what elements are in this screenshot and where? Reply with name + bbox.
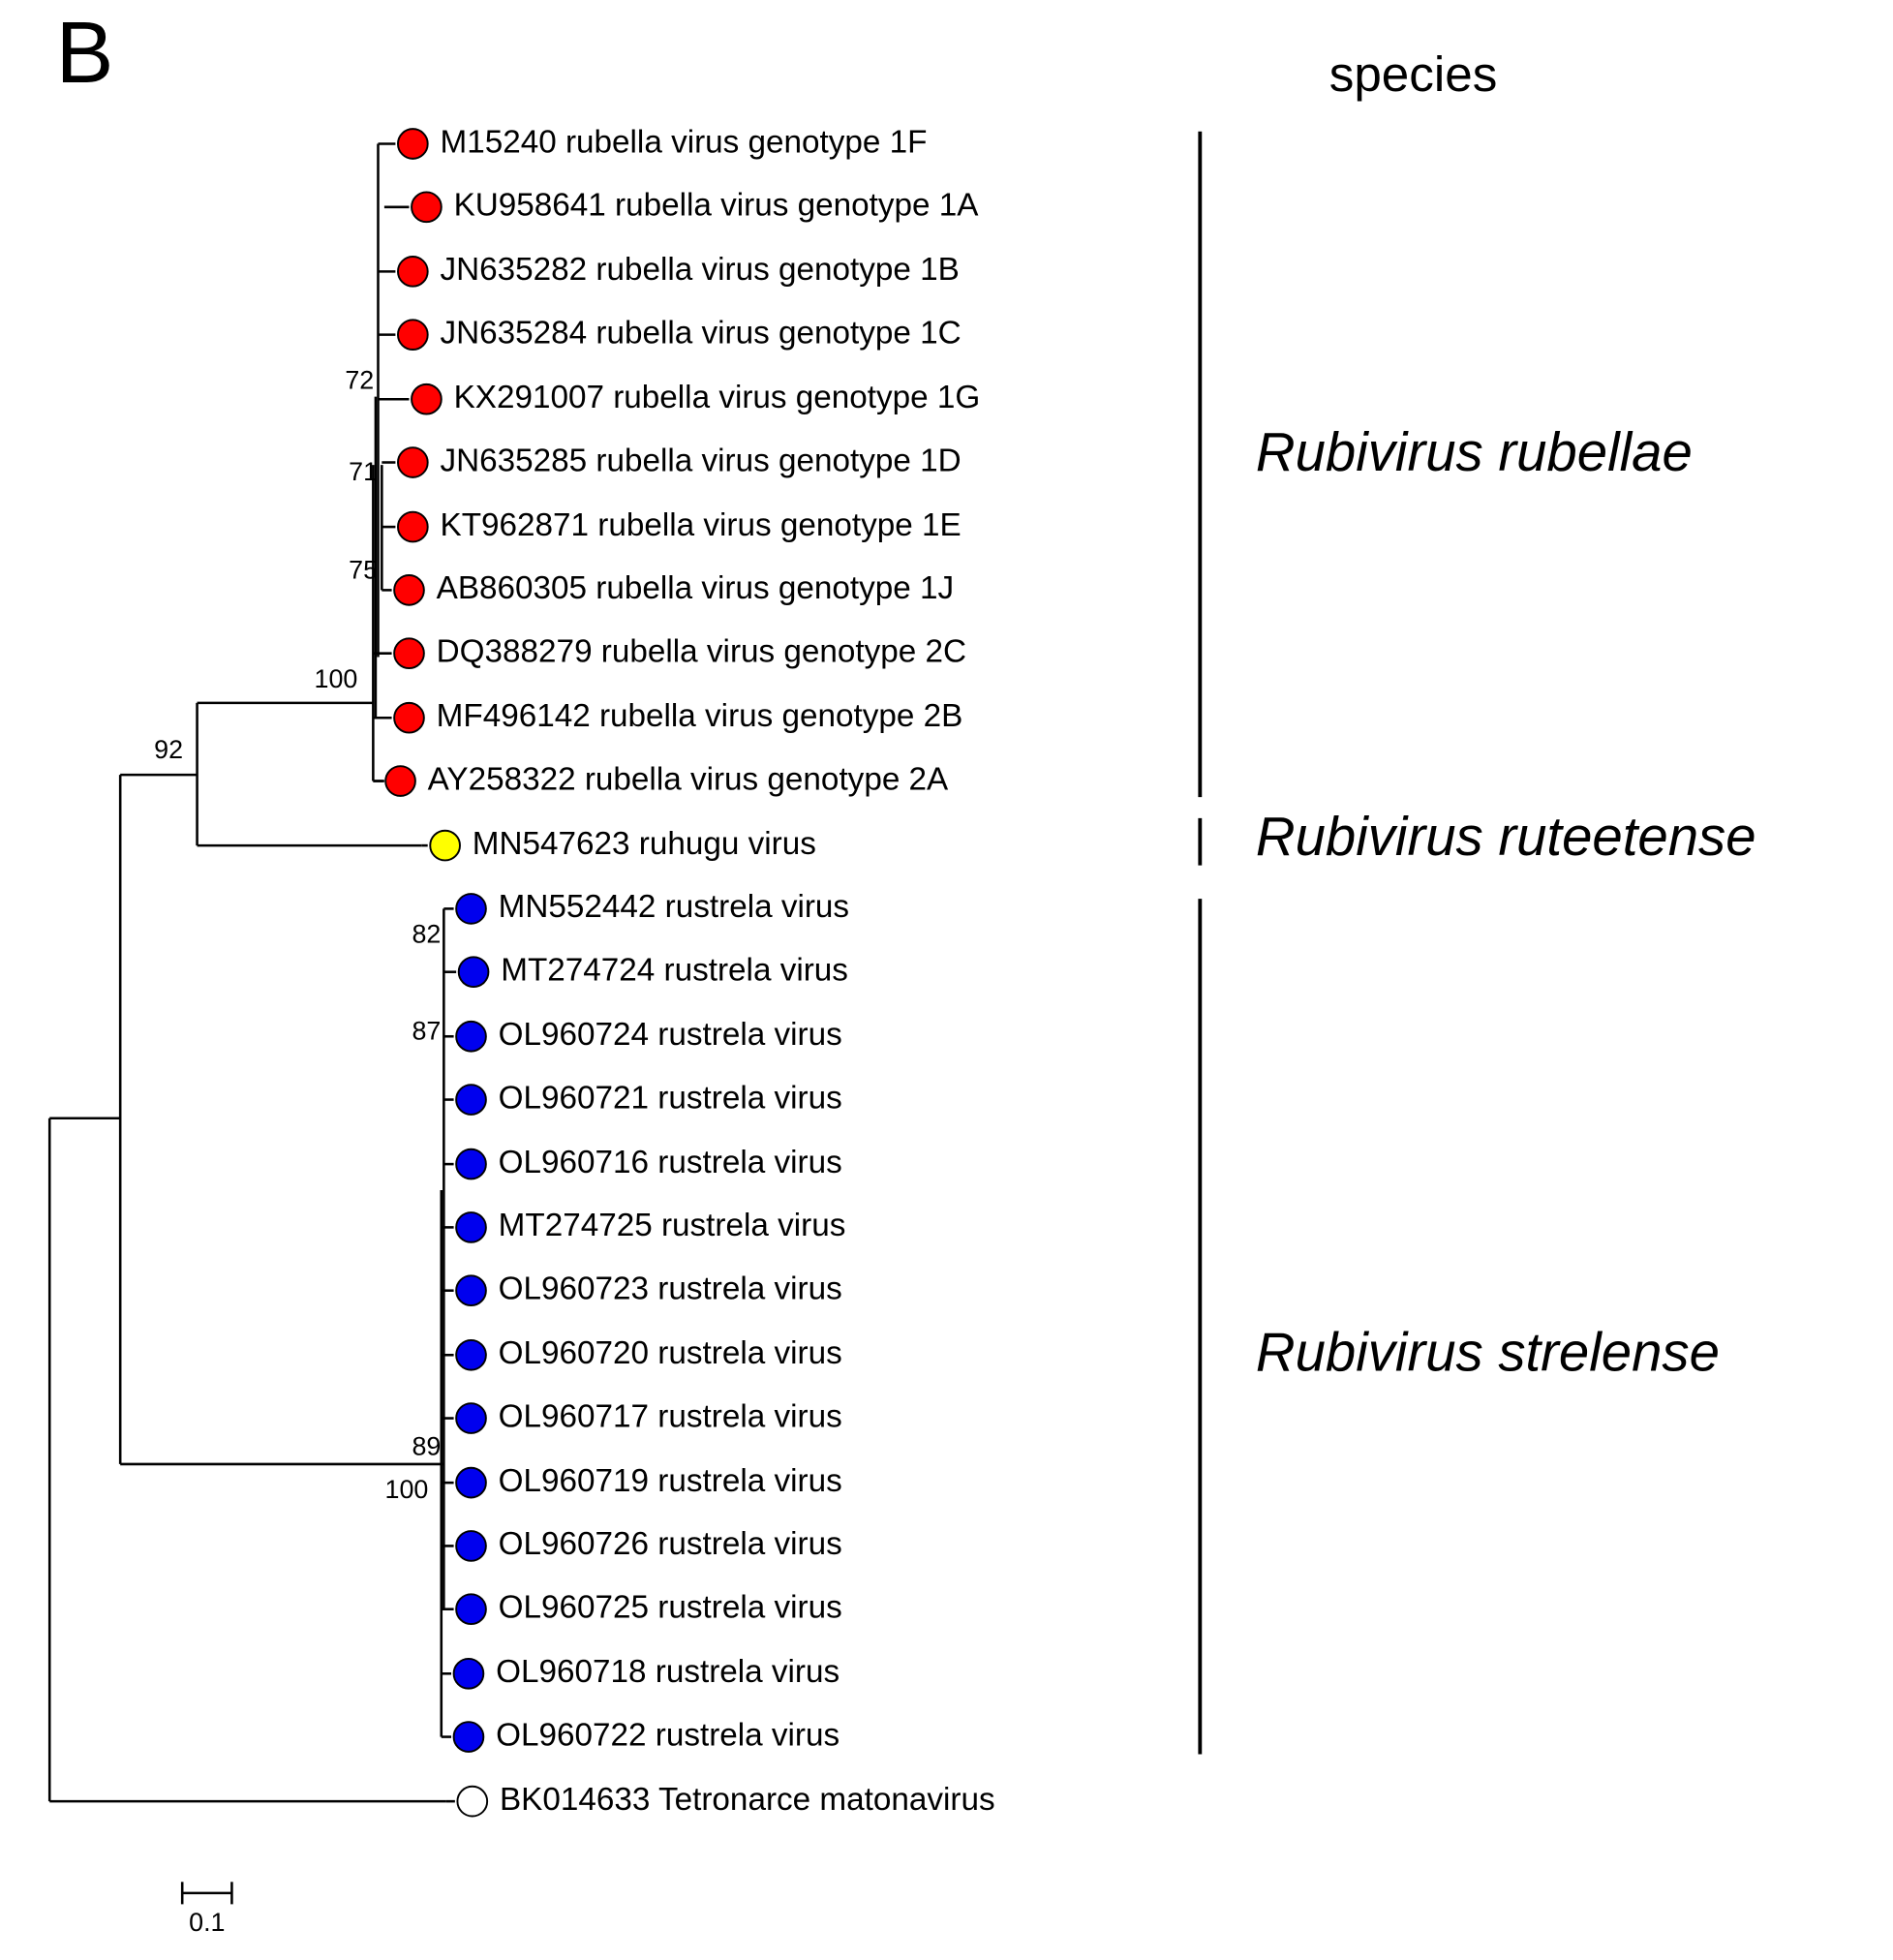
leaf-label: OL960720 rustrela virus xyxy=(499,1335,842,1371)
leaf-marker xyxy=(455,1466,487,1499)
leaf-label: KT962871 rubella virus genotype 1E xyxy=(441,507,962,543)
leaf-marker xyxy=(393,637,425,669)
leaf-label: OL960717 rustrela virus xyxy=(499,1398,842,1434)
support-value: 100 xyxy=(315,664,358,693)
leaf-marker xyxy=(397,128,429,160)
scale-bar: 0.1 xyxy=(180,1882,233,1937)
leaf-label: AB860305 rubella virus genotype 1J xyxy=(437,570,954,606)
leaf-label: JN635282 rubella virus genotype 1B xyxy=(441,252,960,288)
leaf-label: OL960723 rustrela virus xyxy=(499,1271,842,1306)
leaf-marker xyxy=(411,191,443,224)
leaf-label: OL960724 rustrela virus xyxy=(499,1017,842,1053)
leaf-marker xyxy=(397,446,429,478)
leaf-marker xyxy=(455,1211,487,1243)
leaf-label: OL960721 rustrela virus xyxy=(499,1080,842,1116)
leaf-marker xyxy=(455,1593,487,1626)
scale-label: 0.1 xyxy=(189,1908,225,1937)
support-value: 82 xyxy=(412,920,441,949)
support-value: 87 xyxy=(412,1017,441,1046)
leaf-marker xyxy=(455,893,487,925)
leaf-marker xyxy=(455,1402,487,1434)
leaf-label: OL960722 rustrela virus xyxy=(496,1717,840,1753)
tree-branches xyxy=(47,143,446,1803)
leaf-marker xyxy=(393,574,425,606)
leaf-label: MN552442 rustrela virus xyxy=(499,889,849,925)
leaf-label: MF496142 rubella virus genotype 2B xyxy=(437,698,963,734)
leaf-label: MN547623 ruhugu virus xyxy=(473,826,816,862)
leaf-label: KU958641 rubella virus genotype 1A xyxy=(454,188,980,224)
leaf-label: DQ388279 rubella virus genotype 2C xyxy=(437,633,966,669)
support-value: 72 xyxy=(345,365,374,394)
leaf-label: MT274725 rustrela virus xyxy=(499,1208,846,1243)
support-value: 71 xyxy=(349,457,378,486)
leaf-label: JN635285 rubella virus genotype 1D xyxy=(441,443,962,478)
support-value: 89 xyxy=(412,1431,441,1460)
leaf-marker xyxy=(429,829,461,862)
species-header: species xyxy=(1329,46,1498,102)
leaf-label: BK014633 Tetronarce matonavirus xyxy=(500,1782,995,1818)
leaf-label: JN635284 rubella virus genotype 1C xyxy=(441,315,962,351)
leaf-label: M15240 rubella virus genotype 1F xyxy=(441,124,928,160)
leaf-label: OL960725 rustrela virus xyxy=(499,1590,842,1626)
leaf-label: OL960719 rustrela virus xyxy=(499,1463,842,1499)
leaf-label: KX291007 rubella virus genotype 1G xyxy=(454,380,981,415)
leaf-marker xyxy=(456,1785,489,1818)
leaf-label: OL960716 rustrela virus xyxy=(499,1145,842,1180)
leaf-marker xyxy=(455,1148,487,1180)
leaf-marker xyxy=(452,1657,485,1690)
leaf-marker xyxy=(397,319,429,351)
leaf-marker xyxy=(452,1721,485,1753)
leaf-label: OL960726 rustrela virus xyxy=(499,1526,842,1562)
support-value: 92 xyxy=(154,735,183,764)
species-name: Rubivirus rubellae xyxy=(1256,421,1693,482)
leaf-marker xyxy=(455,1084,487,1116)
species-name: Rubivirus strelense xyxy=(1256,1321,1720,1382)
leaf-marker xyxy=(397,510,429,543)
leaf-marker xyxy=(411,383,443,415)
leaf-marker xyxy=(384,765,416,797)
leaf-marker xyxy=(455,1274,487,1307)
support-value: 100 xyxy=(385,1475,429,1504)
leaf-marker xyxy=(457,956,490,989)
leaf-marker xyxy=(455,1530,487,1562)
leaf-label: MT274724 rustrela virus xyxy=(501,952,848,988)
species-name: Rubivirus ruteetense xyxy=(1256,806,1756,867)
leaf-marker xyxy=(393,701,425,734)
leaf-marker xyxy=(397,256,429,288)
leaf-label: OL960718 rustrela virus xyxy=(496,1654,840,1690)
support-value: 75 xyxy=(349,555,378,584)
leaf-marker xyxy=(455,1338,487,1371)
panel-label: B xyxy=(56,4,114,101)
leaf-label: AY258322 rubella virus genotype 2A xyxy=(428,761,949,797)
leaf-marker xyxy=(455,1020,487,1053)
